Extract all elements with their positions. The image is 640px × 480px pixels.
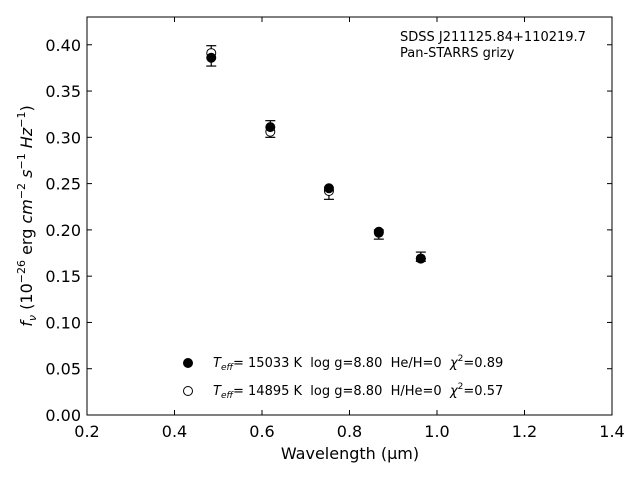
legend-marker-filled — [183, 358, 193, 368]
y-axis-label: fν (10−26 erg cm−2 s−1 Hz−1) — [15, 105, 39, 326]
model-point-filled — [373, 226, 384, 237]
x-tick-label: 1.0 — [424, 422, 449, 441]
legend-label-he-h: Teff= 15033 K log g=8.80 He/H=0 χ2=0.89 — [213, 354, 503, 373]
x-tick-label: 1.2 — [512, 422, 537, 441]
y-tick-label: 0.05 — [45, 360, 81, 379]
plot-frame — [86, 16, 613, 416]
y-tick-label: 0.15 — [45, 267, 81, 286]
y-tick-label: 0.40 — [45, 36, 81, 55]
x-tick-label: 0.8 — [337, 422, 362, 441]
model-point-filled — [265, 122, 276, 133]
annotation-survey: Pan-STARRS grizy — [400, 46, 515, 61]
y-tick-label: 0.30 — [45, 128, 81, 147]
model-point-filled — [323, 183, 334, 194]
model-point-filled — [415, 253, 426, 264]
axis-ticks: 0.2 0.4 0.6 0.8 1.0 1.2 1.4 0.00 0.05 0.10 0.15 0.2… — [45, 17, 625, 441]
x-tick-label: 0.6 — [249, 422, 274, 441]
model-point-filled — [206, 52, 217, 63]
y-tick-label: 0.35 — [45, 82, 81, 101]
annotation-object: SDSS J211125.84+110219.7 — [400, 30, 586, 45]
x-tick-label: 0.4 — [162, 422, 187, 441]
x-tick-label: 0.2 — [74, 422, 99, 441]
y-tick-label: 0.10 — [45, 313, 81, 332]
legend-marker-open — [183, 386, 193, 396]
data-points — [206, 45, 426, 264]
y-tick-label: 0.20 — [45, 221, 81, 240]
legend-label-h-he: Teff= 14895 K log g=8.80 H/He=0 χ2=0.57 — [213, 382, 503, 401]
x-axis-label: Wavelength (μm) — [281, 444, 419, 463]
legend: Teff= 15033 K log g=8.80 He/H=0 χ2=0.89 … — [183, 354, 503, 401]
x-tick-label: 1.4 — [599, 422, 624, 441]
y-tick-label: 0.25 — [45, 175, 81, 194]
y-tick-label: 0.00 — [45, 406, 81, 425]
